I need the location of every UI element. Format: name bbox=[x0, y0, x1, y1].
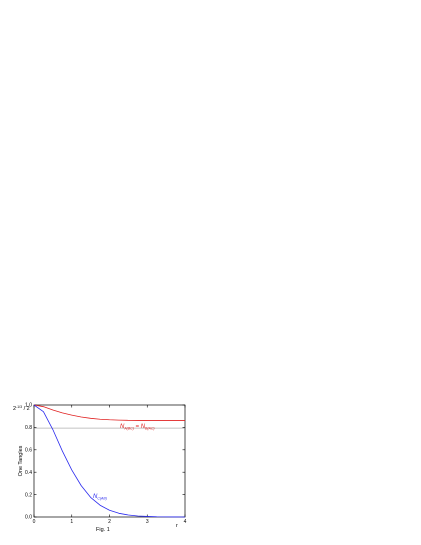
y-tick-label: 1.0 bbox=[25, 403, 32, 409]
y-tick-label: 0.4 bbox=[25, 470, 32, 476]
y-tick-label: 0.2 bbox=[25, 492, 32, 498]
figure-caption: Fig. 1 bbox=[96, 527, 110, 533]
plot-frame bbox=[33, 404, 186, 518]
series-label-red: NA(BC) = NB(AC) bbox=[120, 424, 155, 431]
series-line-blue bbox=[33, 404, 186, 518]
plot-area: 0 1 2 3 4 0.0 0.2 0.4 0.6 0.8 1.0 bbox=[25, 403, 187, 525]
x-tick-label: 0 bbox=[33, 519, 36, 525]
x-axis-label: r bbox=[176, 523, 178, 529]
x-tick-label: 2 bbox=[108, 519, 111, 525]
reference-label: 2-1/3 / 2 bbox=[13, 405, 30, 412]
axis-ticks: 0 1 2 3 4 0.0 0.2 0.4 0.6 0.8 1.0 bbox=[25, 403, 187, 525]
x-tick-label: 3 bbox=[146, 519, 149, 525]
series-line-red bbox=[33, 404, 185, 421]
y-tick-label: 0.0 bbox=[25, 515, 32, 521]
x-tick-label: 4 bbox=[184, 519, 187, 525]
series-label-blue: NC(AB) bbox=[93, 494, 107, 501]
y-tick-label: 0.6 bbox=[25, 448, 32, 454]
series-layer bbox=[33, 404, 186, 518]
y-axis-label: One Tangles bbox=[18, 445, 24, 476]
x-tick-label: 1 bbox=[70, 519, 73, 525]
y-tick-label: 0.8 bbox=[25, 425, 32, 431]
